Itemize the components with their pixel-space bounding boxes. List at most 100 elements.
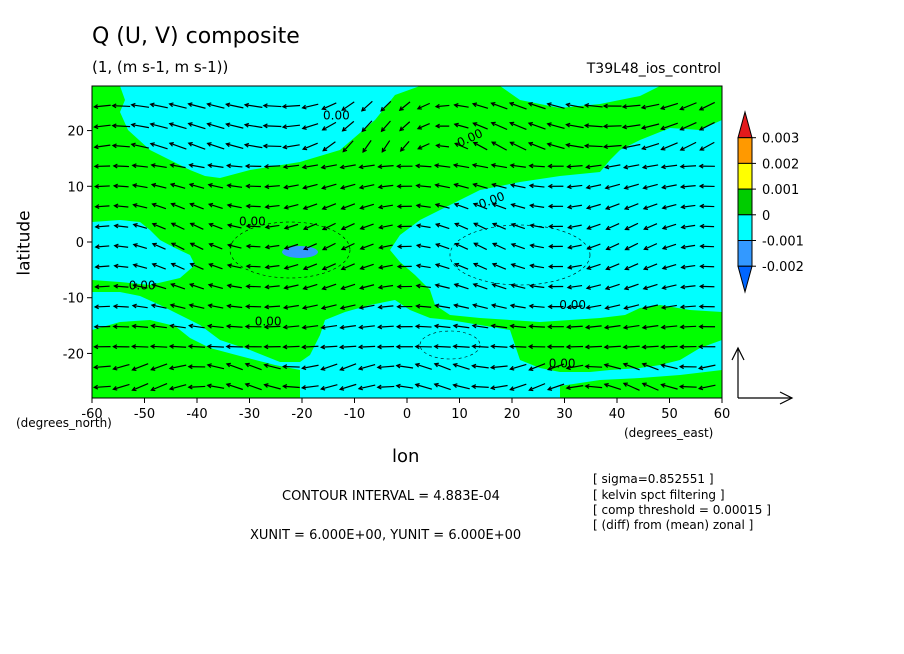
wind-vector bbox=[415, 183, 432, 189]
wind-vector bbox=[435, 242, 450, 250]
wind-vector bbox=[338, 344, 357, 350]
wind-vector bbox=[547, 304, 564, 310]
positive-region-southeast bbox=[560, 370, 722, 398]
wind-vector bbox=[547, 163, 564, 169]
wind-vector bbox=[529, 203, 545, 209]
wind-vector bbox=[112, 324, 130, 329]
wind-vector bbox=[605, 223, 620, 231]
wind-vector bbox=[243, 102, 263, 108]
wind-vector bbox=[679, 164, 697, 169]
wind-vector bbox=[584, 324, 602, 330]
wind-vector bbox=[206, 122, 225, 130]
wind-vector bbox=[130, 142, 149, 149]
wind-vector bbox=[453, 122, 469, 129]
wind-vector bbox=[566, 304, 583, 310]
wind-vector bbox=[433, 362, 451, 371]
wind-vector bbox=[679, 141, 697, 151]
wind-vector bbox=[130, 102, 150, 108]
wind-vector bbox=[207, 182, 224, 189]
wind-vector bbox=[282, 164, 300, 170]
wind-vector bbox=[623, 304, 640, 311]
contour-label: 0.00 bbox=[255, 315, 282, 329]
wind-vector bbox=[699, 203, 715, 209]
wind-vector bbox=[225, 344, 243, 350]
wind-vector bbox=[679, 184, 696, 190]
wind-vector bbox=[680, 284, 696, 290]
wind-vector bbox=[472, 141, 488, 151]
colorbar-label: 0.001 bbox=[762, 183, 799, 198]
wind-vector bbox=[93, 344, 111, 350]
wind-vector bbox=[414, 344, 432, 350]
wind-vector bbox=[472, 202, 488, 210]
wind-vector bbox=[623, 283, 639, 291]
wind-vector bbox=[546, 344, 565, 350]
x-tick-label: 20 bbox=[504, 407, 521, 422]
wind-vector bbox=[131, 183, 148, 189]
wind-vector bbox=[150, 363, 168, 371]
wind-vector bbox=[321, 242, 336, 251]
wind-vector bbox=[698, 121, 715, 131]
wind-vector bbox=[339, 324, 356, 330]
wind-vector bbox=[624, 263, 639, 271]
wind-vector bbox=[621, 104, 641, 110]
wind-vector bbox=[489, 364, 508, 370]
wind-vectors bbox=[93, 100, 716, 392]
wind-vector bbox=[583, 123, 603, 129]
wind-vector bbox=[283, 243, 299, 250]
wind-vector bbox=[357, 344, 376, 350]
wind-vector bbox=[661, 223, 677, 230]
contour-label: 0.00 bbox=[323, 108, 350, 122]
wind-vector bbox=[245, 203, 261, 209]
wind-vector bbox=[377, 204, 394, 210]
x-tick-label: 30 bbox=[556, 407, 573, 422]
wind-vector bbox=[529, 223, 545, 229]
wind-vector bbox=[623, 183, 639, 190]
wind-vector bbox=[529, 263, 545, 269]
wind-vector bbox=[207, 303, 224, 309]
wind-vector bbox=[376, 344, 395, 350]
wind-vector bbox=[112, 344, 130, 350]
wind-vector bbox=[490, 163, 508, 169]
wind-vector bbox=[93, 104, 111, 109]
wind-vector bbox=[680, 244, 696, 250]
wind-vector bbox=[585, 304, 602, 310]
wind-vector bbox=[452, 383, 470, 390]
wind-vector bbox=[226, 263, 242, 269]
x-tick-label: -40 bbox=[186, 407, 207, 422]
wind-vector bbox=[281, 103, 301, 109]
wind-vector bbox=[151, 242, 166, 250]
wind-vector bbox=[93, 324, 111, 330]
wind-vector bbox=[434, 263, 450, 270]
wind-vector bbox=[263, 324, 281, 330]
wind-vector bbox=[622, 362, 640, 371]
wind-vector bbox=[604, 203, 620, 210]
wind-vector bbox=[699, 243, 715, 249]
wind-vector bbox=[660, 344, 678, 350]
wind-vector bbox=[170, 262, 185, 270]
wind-vector bbox=[566, 264, 582, 270]
wind-vector bbox=[415, 283, 431, 289]
wind-vector bbox=[168, 142, 187, 150]
wind-vector bbox=[566, 184, 583, 190]
wind-vector bbox=[112, 383, 130, 391]
wind-vector bbox=[113, 223, 129, 229]
wind-vector bbox=[321, 222, 336, 231]
wind-vector bbox=[414, 163, 432, 169]
wind-vector bbox=[491, 242, 506, 250]
wind-vector bbox=[680, 224, 696, 230]
wind-vector bbox=[585, 184, 602, 190]
wind-vector bbox=[604, 164, 621, 170]
wind-vector bbox=[263, 383, 281, 390]
wind-vector bbox=[491, 141, 507, 151]
wind-vector bbox=[359, 223, 374, 230]
wind-vector bbox=[396, 163, 413, 169]
y-tick-label: 20 bbox=[67, 125, 84, 140]
wind-vector bbox=[301, 103, 319, 110]
wind-vector bbox=[358, 184, 375, 190]
wind-vector bbox=[454, 242, 469, 250]
wind-vector bbox=[132, 243, 148, 249]
wind-vector bbox=[603, 324, 621, 330]
wind-vector bbox=[112, 163, 130, 169]
wind-vector bbox=[360, 100, 373, 112]
colorbar-segment bbox=[737, 240, 753, 267]
